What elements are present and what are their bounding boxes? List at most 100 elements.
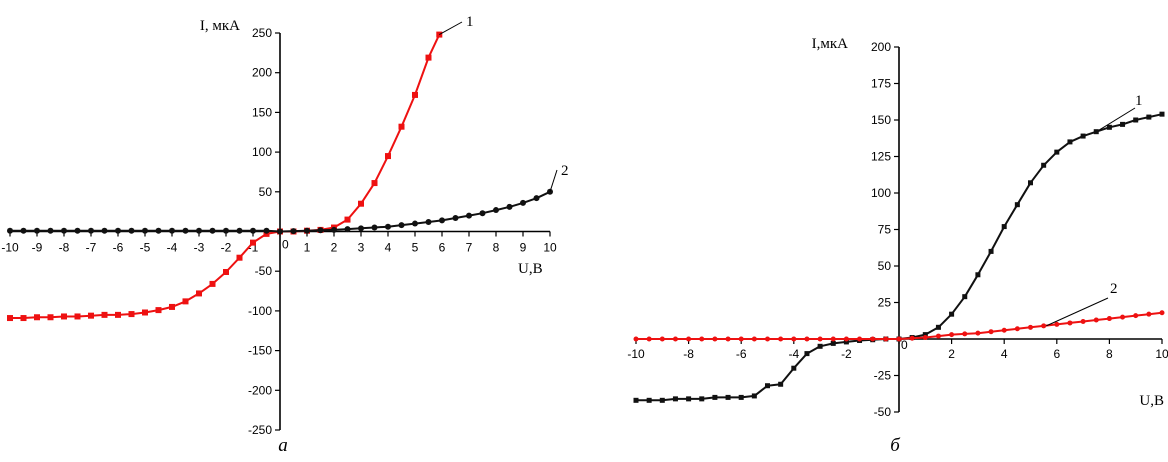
data-point [533, 195, 540, 202]
series-1 [7, 31, 443, 322]
x-tick-label: 3 [358, 241, 365, 255]
curve-label-leader [1046, 297, 1109, 327]
data-point [398, 123, 405, 130]
x-tick-label: 1 [304, 241, 311, 255]
data-point [142, 227, 148, 234]
data-point [949, 332, 955, 338]
y-tick-label: -250 [248, 423, 272, 437]
data-point [47, 227, 54, 234]
data-point [633, 397, 639, 403]
panel-label: б [890, 435, 901, 456]
data-point [506, 203, 513, 210]
data-point [791, 336, 797, 342]
data-point [34, 314, 40, 321]
data-point [975, 330, 981, 336]
y-tick-label: 200 [871, 40, 891, 54]
data-point [870, 336, 876, 342]
data-point [169, 227, 175, 234]
data-point [20, 227, 27, 234]
x-tick-label: -7 [86, 241, 97, 255]
data-point [425, 54, 432, 61]
curve-label: 1 [1135, 93, 1143, 109]
data-point [236, 254, 243, 261]
x-tick-label: 6 [1053, 347, 1060, 361]
data-point [659, 397, 665, 403]
data-point [74, 313, 81, 320]
y-tick-label: -50 [255, 264, 273, 278]
data-point [304, 227, 310, 234]
data-point [88, 227, 94, 234]
x-tick-label: 8 [493, 241, 500, 255]
data-point [358, 225, 364, 232]
x-tick-label: -4 [788, 347, 799, 361]
data-point [1133, 313, 1139, 319]
data-point [520, 199, 526, 206]
x-tick-label: -10 [1, 241, 19, 255]
data-point [857, 336, 863, 342]
data-point [804, 351, 810, 357]
data-point [182, 298, 189, 305]
data-point [371, 224, 378, 231]
curve-label: 2 [1110, 281, 1118, 297]
data-point [331, 226, 337, 233]
y-tick-label: 75 [878, 223, 892, 237]
y-tick-label: 100 [252, 145, 272, 159]
x-tick-label: -1 [248, 241, 259, 255]
data-point [155, 307, 162, 314]
data-point [236, 227, 243, 234]
data-point [1001, 224, 1007, 230]
chart-panel-a: -10 -9 -8 -7 -6 -5 -4 -3 -2 -1 0 1 2 3 4 5 6 7 8 9 10-250-20… [1, 14, 568, 456]
data-point [686, 396, 692, 402]
y-tick-label: -200 [248, 383, 272, 397]
y-axis-label: I, мкА [200, 18, 240, 34]
data-point [765, 336, 770, 342]
data-point [1159, 111, 1165, 117]
data-point [47, 314, 54, 321]
x-tick-label: 5 [412, 241, 419, 255]
data-point [1146, 311, 1152, 317]
x-tick-label: 10 [543, 241, 557, 255]
data-point [1159, 310, 1165, 316]
curve-label: 1 [466, 14, 474, 30]
data-point [830, 340, 836, 346]
data-point [1080, 133, 1086, 139]
y-tick-label: -100 [248, 304, 272, 318]
data-point [412, 91, 418, 98]
data-point [439, 217, 445, 224]
x-tick-label: 8 [1106, 347, 1113, 361]
data-point [830, 336, 836, 342]
x-tick-label: 10 [1155, 347, 1168, 361]
x-tick-label: 7 [466, 241, 473, 255]
data-point [317, 227, 324, 234]
data-point [778, 381, 784, 387]
data-point [88, 312, 94, 319]
data-point [1120, 121, 1126, 127]
x-tick-label: -8 [59, 241, 70, 255]
data-point [909, 335, 915, 341]
y-tick-label: 125 [871, 150, 891, 164]
x-tick-label: 0 [282, 238, 289, 252]
data-point [1146, 114, 1152, 120]
data-point [988, 329, 994, 335]
x-tick-label: -2 [221, 241, 232, 255]
y-tick-label: -50 [874, 405, 892, 419]
x-tick-label: -8 [683, 347, 694, 361]
data-point [196, 290, 202, 297]
data-point [922, 332, 928, 338]
data-point [672, 396, 678, 402]
data-point [1093, 129, 1099, 135]
y-tick-label: 150 [871, 113, 891, 127]
data-point [896, 336, 902, 342]
data-point [699, 336, 705, 342]
data-point [935, 324, 941, 330]
data-point [20, 315, 27, 322]
data-point [128, 311, 135, 318]
data-point [935, 333, 941, 339]
x-tick-label: -6 [736, 347, 747, 361]
x-tick-label: -10 [627, 347, 645, 361]
data-point [988, 248, 994, 254]
data-point [843, 336, 849, 342]
data-point [7, 227, 13, 234]
data-point [169, 303, 175, 310]
